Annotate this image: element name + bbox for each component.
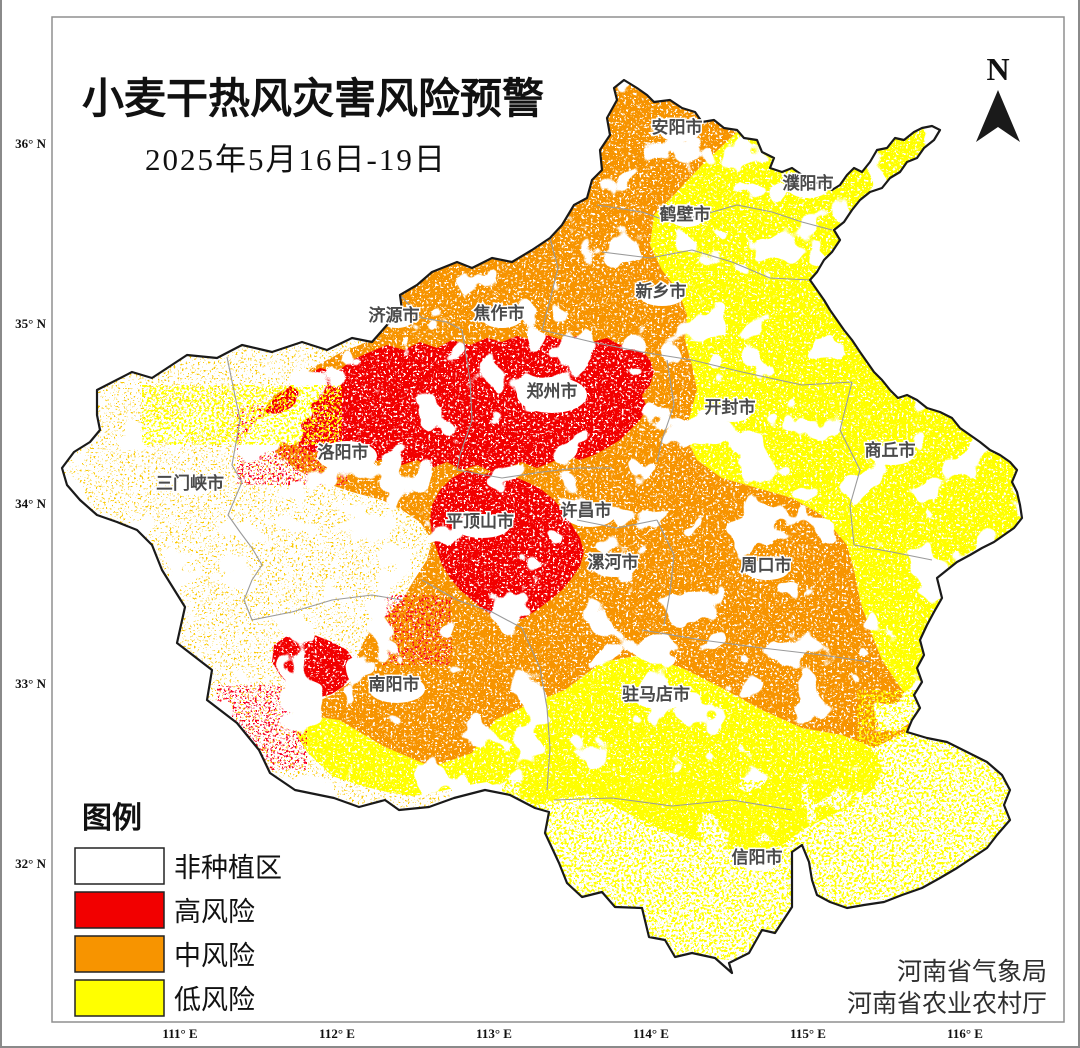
- city-label-puyang: 濮阳市: [783, 173, 834, 193]
- lon-tick-113e: 113° E: [476, 1026, 512, 1041]
- map-frame: [51, 16, 1065, 1023]
- lon-tick-115e: 115° E: [790, 1026, 826, 1041]
- province-outline: [60, 78, 1024, 975]
- legend-heading: 图例: [82, 802, 142, 835]
- legend-swatch-medium-risk: [74, 935, 165, 973]
- lat-tick-35n: 35° N: [15, 316, 46, 331]
- city-label-xuchang: 许昌市: [561, 500, 612, 520]
- page-subtitle: 2025年5月16日-19日: [145, 142, 447, 177]
- attribution-line-1: 河南省气象局: [897, 958, 1047, 986]
- city-label-sanmenxia: 三门峡市: [156, 473, 224, 493]
- lon-tick-112e: 112° E: [319, 1026, 355, 1041]
- city-label-zhumadian: 驻马店市: [622, 684, 690, 704]
- legend-label-low-risk: 低风险: [174, 985, 255, 1015]
- lon-tick-114e: 114° E: [633, 1026, 669, 1041]
- attribution-line-2: 河南省农业农村厅: [847, 990, 1047, 1018]
- yellow-dust-southeast-lobe: [857, 690, 1017, 900]
- city-label-zhoukou: 周口市: [741, 555, 792, 575]
- city-label-kaifeng: 开封市: [705, 397, 756, 417]
- prefecture-boundaries: [226, 204, 933, 811]
- lat-tick-36n: 36° N: [15, 136, 46, 151]
- lat-tick-32n: 32° N: [15, 856, 46, 871]
- city-label-hebi: 鹤壁市: [660, 204, 711, 224]
- legend-swatch-high-risk: [74, 891, 165, 929]
- lat-tick-33n: 33° N: [15, 676, 46, 691]
- yellow-dust-xinyang: [502, 780, 862, 960]
- north-arrow-icon: [976, 90, 1020, 142]
- city-label-luohe: 漯河市: [588, 552, 639, 572]
- city-label-zhengzhou: 郑州市: [527, 381, 578, 401]
- latitude-axis: 36° N 35° N 34° N 33° N 32° N: [15, 136, 46, 871]
- city-label-xinyang: 信阳市: [732, 847, 783, 867]
- legend: 图例 非种植区 高风险 中风险 低风险: [74, 802, 282, 1017]
- lon-tick-111e: 111° E: [162, 1026, 197, 1041]
- north-arrow: N: [976, 51, 1020, 142]
- lon-tick-116e: 116° E: [947, 1026, 983, 1041]
- yellow-dust-northwest: [142, 385, 342, 445]
- legend-label-high-risk: 高风险: [174, 897, 255, 927]
- legend-label-medium-risk: 中风险: [174, 941, 255, 971]
- city-labels: 安阳市 濮阳市 鹤壁市 新乡市 济源市 焦作市 郑州市 开封市 商丘市 洛阳市 …: [155, 116, 918, 869]
- lat-tick-34n: 34° N: [15, 496, 46, 511]
- city-label-xinxiang: 新乡市: [636, 281, 687, 301]
- city-label-anyang: 安阳市: [652, 117, 703, 137]
- north-arrow-label: N: [986, 51, 1009, 87]
- city-label-pingdingshan: 平顶山市: [446, 511, 514, 531]
- city-label-nanyang: 南阳市: [369, 674, 420, 694]
- longitude-axis: 111° E 112° E 113° E 114° E 115° E 116° …: [162, 1026, 983, 1041]
- legend-label-non-planting: 非种植区: [174, 853, 282, 883]
- attribution: 河南省气象局 河南省农业农村厅: [847, 958, 1047, 1018]
- city-label-jiyuan: 济源市: [369, 305, 420, 325]
- legend-swatch-non-planting: [74, 847, 165, 885]
- city-label-shangqiu: 商丘市: [865, 440, 916, 460]
- legend-swatch-low-risk: [74, 979, 165, 1017]
- city-label-jiaozuo: 焦作市: [473, 303, 525, 323]
- city-label-luoyang: 洛阳市: [318, 442, 369, 462]
- page-title: 小麦干热风灾害风险预警: [82, 75, 544, 122]
